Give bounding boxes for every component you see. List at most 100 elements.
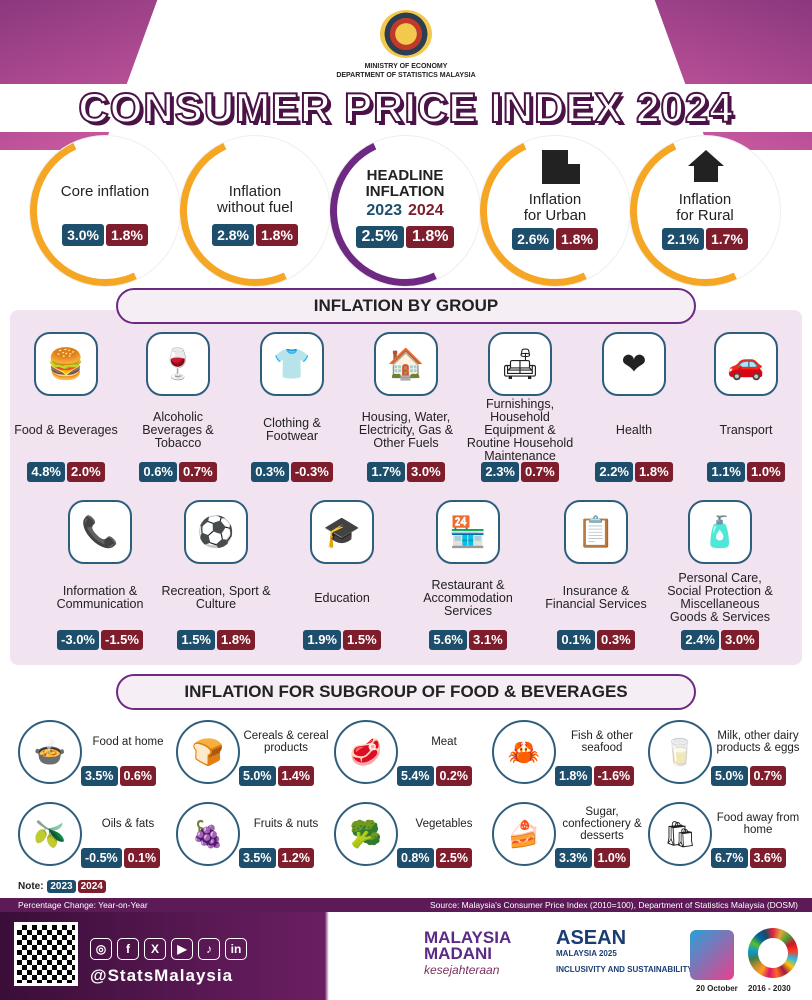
subgroup-2023-value: 5.0% [711,766,748,786]
percentage-change-note: Percentage Change: Year-on-Year [18,900,148,910]
urban-2023-value: 2.6% [512,228,554,250]
headline-row: Core inflation 3.0% 1.8% Inflation without… [0,114,812,308]
subgroup-card: 🥩 Meat 5.4% 0.2% [334,720,492,792]
legend-2024: 2024 [77,880,106,893]
subgroup-2024-value: -1.6% [593,766,635,786]
group-2024-value: 0.7% [521,462,559,482]
inflation-by-group-panel: 🍔 Food & Beverages 4.8% 2.0% 🍷 Alcoholic Beve… [10,310,802,665]
group-card: 📋 Insurance & Financial Services 0.1% 0.3% [540,500,652,650]
urban-inflation-card: Inflation for Urban 2.6% 1.8% [458,114,652,308]
subgroup-2024-value: 0.7% [749,766,786,786]
milk-icon: 🥛 [648,720,712,784]
group-2024-value: 1.0% [747,462,785,482]
meat-icon: 🥩 [334,720,398,784]
rural-inflation-card: Inflation for Rural 2.1% 1.7% [608,114,802,308]
subgroup-2023-value: 5.4% [397,766,434,786]
legend-2023: 2023 [47,880,76,893]
subgroup-2024-value: 1.4% [277,766,314,786]
social-handle[interactable]: @StatsMalaysia [90,966,234,985]
group-card: 🏠 Housing, Water, Electricity, Gas & Othe… [350,332,462,482]
group-card: 🎓 Education 1.9% 1.5% [286,500,398,650]
group-2024-value: 3.0% [721,630,759,650]
house-icon: 🏠 [374,332,438,396]
subgroup-card: 🫒 Oils & fats -0.5% 0.1% [18,802,176,874]
group-2023-value: 2.3% [481,462,519,482]
subgroup-2023-value: 3.5% [81,766,118,786]
group-label: Information & Communication [56,584,144,611]
group-label: Recreation, Sport & Culture [161,584,271,611]
core-2024-value: 1.8% [106,224,148,246]
group-card: 🍔 Food & Beverages 4.8% 2.0% [10,332,122,482]
subgroup-card: 🍇 Fruits & nuts 3.5% 1.2% [176,802,334,874]
youtube-icon[interactable]: ▶ [171,938,193,960]
tiktok-icon[interactable]: ♪ [198,938,220,960]
group-2024-value: 0.3% [597,630,635,650]
linkedin-icon[interactable]: in [225,938,247,960]
ministry-name: MINISTRY OF ECONOMY DEPARTMENT OF STATIS… [336,63,476,79]
social-links: ◎ f X ▶ ♪ in [90,938,247,960]
subgroup-2023-value: -0.5% [81,848,122,868]
malaysia-madani-logo: MALAYSIA MADANI kesejahteraan [424,928,512,977]
facebook-icon[interactable]: f [117,938,139,960]
group-2023-value: 0.6% [139,462,177,482]
subgroup-2023-value: 3.3% [555,848,592,868]
urban-2024-value: 1.8% [556,228,598,250]
group-label: Personal Care, Social Protection & Misce… [667,571,773,624]
group-card: 🏪 Restaurant & Accommodation Services 5.6%… [412,500,524,650]
group-2024-value: 1.8% [217,630,255,650]
group-card: ⚽ Recreation, Sport & Culture 1.5% 1.8% [160,500,272,650]
car-icon: 🚗 [714,332,778,396]
subgroup-label: Cereals & cereal products [243,730,329,754]
qr-code-icon[interactable] [14,922,78,986]
page-title: CONSUMER PRICE INDEX 2024 [0,83,812,132]
nofuel-2023-value: 2.8% [212,224,254,246]
source-strip: Percentage Change: Year-on-Year Source: … [0,898,812,912]
group-2024-value: 1.5% [343,630,381,650]
food-icon: 🍔 [34,332,98,396]
subgroup-label: Sugar, confectionery & desserts [562,806,642,842]
instagram-icon[interactable]: ◎ [90,938,112,960]
year-2023-label: 2023 [366,202,402,219]
subgroup-card: 🍲 Food at home 3.5% 0.6% [18,720,176,792]
source-note: Source: Malaysia's Consumer Price Index … [430,900,798,910]
header: MINISTRY OF ECONOMY DEPARTMENT OF STATIS… [0,10,812,132]
subgroup-2024-value: 0.1% [123,848,161,868]
group-2023-value: -3.0% [57,630,99,650]
subgroup-label: Vegetables [415,818,473,830]
group-card: ❤ Health 2.2% 1.8% [578,332,690,482]
group-2023-value: 2.2% [595,462,633,482]
group-2023-value: 1.9% [303,630,341,650]
heart-icon: ❤ [602,332,666,396]
phone-icon: 📞 [68,500,132,564]
group-card: 🍷 Alcoholic Beverages & Tobacco 0.6% 0.7% [122,332,234,482]
subgroup-2023-value: 0.8% [397,848,434,868]
group-2023-value: 2.4% [681,630,719,650]
subgroup-2024-value: 0.6% [119,766,156,786]
asean-2025-logo: ASEAN MALAYSIA 2025 INCLUSIVITY AND SUST… [556,927,693,974]
building-icon [542,150,580,184]
subgroup-label: Food away from home [716,812,800,836]
x-icon[interactable]: X [144,938,166,960]
document-shield-icon: 📋 [564,500,628,564]
subgroup-label: Oils & fats [101,818,155,830]
group-label: Housing, Water, Electricity, Gas & Other… [358,409,454,450]
group-label: Alcoholic Beverages & Tobacco [142,409,214,450]
group-label: Clothing & Footwear [263,416,321,443]
clothing-icon: 👕 [260,332,324,396]
subgroup-label: Milk, other dairy products & eggs [716,730,800,754]
group-2024-value: -0.3% [290,462,333,482]
subgroup-label: Food at home [92,736,164,748]
subgroup-2024-value: 0.2% [435,766,472,786]
group-label: Insurance & Financial Services [545,584,647,611]
headline-2023-value: 2.5% [355,226,404,248]
sdg-wheel-icon [748,928,798,978]
sdg-years: 2016 - 2030 [748,984,791,993]
group-2024-value: -1.5% [101,630,143,650]
subgroup-label: Fruits & nuts [253,818,319,830]
group-2023-value: 0.1% [557,630,595,650]
ball-icon: ⚽ [184,500,248,564]
subgroup-card: 🦀 Fish & other seafood 1.8% -1.6% [492,720,650,792]
subgroup-2023-value: 3.5% [239,848,276,868]
group-card: 🛋 Furnishings, Household Equipment & Rout… [464,332,576,482]
group-2023-value: 4.8% [27,462,65,482]
